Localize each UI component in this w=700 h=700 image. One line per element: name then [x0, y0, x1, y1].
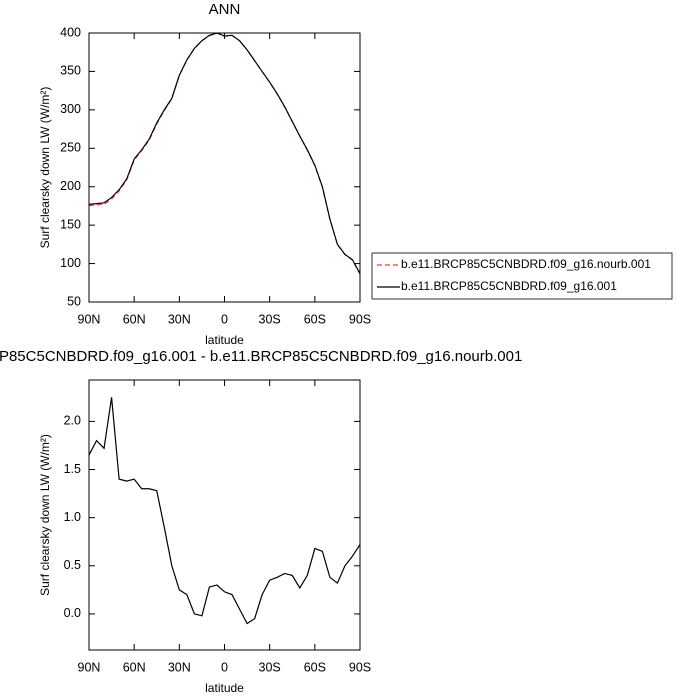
- y-tick-label: 0.0: [64, 606, 81, 620]
- y-tick-label: 200: [60, 179, 81, 193]
- chart-title: ANN: [209, 1, 241, 18]
- x-axis-label: latitude: [205, 681, 244, 695]
- x-axis-label: latitude: [205, 333, 244, 347]
- legend-label: b.e11.BRCP85C5CNBDRD.f09_g16.001: [401, 279, 617, 293]
- x-tick-label: 30N: [168, 660, 191, 674]
- y-tick-label: 100: [60, 256, 81, 270]
- x-tick-label: 90S: [349, 660, 371, 674]
- y-tick-label: 400: [60, 25, 81, 39]
- legend-label: b.e11.BRCP85C5CNBDRD.f09_g16.nourb.001: [401, 257, 651, 271]
- y-tick-label: 1.5: [64, 462, 81, 476]
- data-line: [88, 397, 361, 625]
- x-tick-label: 0: [221, 660, 228, 674]
- y-axis-label: Surf clearsky down LW (W/m²): [38, 87, 52, 249]
- chart-title: b.e11.BRCP85C5CNBDRD.f09_g16.001 - b.e11…: [0, 348, 522, 365]
- y-tick-label: 150: [60, 217, 81, 231]
- y-tick-label: 50: [67, 294, 81, 308]
- plot-frame: [88, 379, 361, 651]
- x-tick-label: 60N: [123, 312, 146, 326]
- x-tick-label: 30S: [259, 660, 281, 674]
- x-tick-label: 60S: [304, 660, 326, 674]
- x-tick-label: 0: [221, 312, 228, 326]
- x-tick-label: 90S: [349, 312, 371, 326]
- x-tick-label: 90N: [78, 660, 101, 674]
- x-tick-label: 30S: [259, 312, 281, 326]
- data-line: [88, 32, 361, 274]
- x-tick-label: 30N: [168, 312, 191, 326]
- y-tick-label: 250: [60, 141, 81, 155]
- y-tick-label: 1.0: [64, 510, 81, 524]
- y-axis-label: Surf clearsky down LW (W/m²): [38, 434, 52, 596]
- y-tick-label: 2.0: [64, 414, 81, 428]
- x-tick-label: 90N: [78, 312, 101, 326]
- plot-frame: [88, 32, 361, 303]
- x-tick-label: 60N: [123, 660, 146, 674]
- x-tick-label: 60S: [304, 312, 326, 326]
- y-tick-label: 0.5: [64, 558, 81, 572]
- y-tick-label: 300: [60, 102, 81, 116]
- y-tick-label: 350: [60, 64, 81, 78]
- legend-box: [371, 252, 673, 300]
